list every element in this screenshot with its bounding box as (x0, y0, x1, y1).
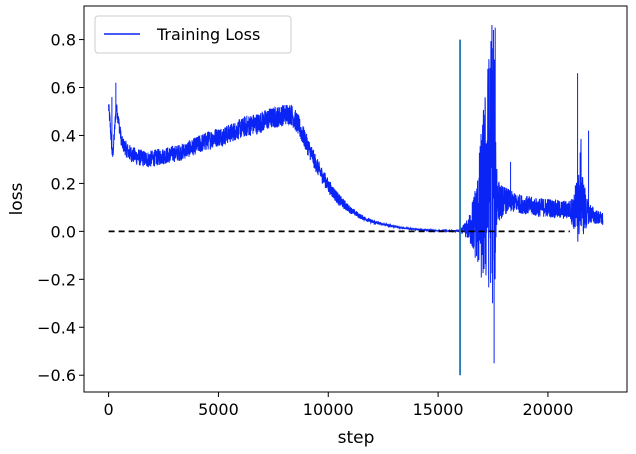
x-tick-label: 10000 (303, 400, 354, 419)
legend-label: Training Loss (156, 25, 260, 44)
y-tick-label: 0.0 (51, 222, 76, 241)
y-axis-title: loss (7, 182, 27, 215)
y-tick-label: 0.8 (51, 31, 76, 50)
x-tick-label: 0 (104, 400, 114, 419)
y-tick-label: 0.4 (51, 126, 76, 145)
x-axis-title: step (338, 428, 375, 448)
y-axis: −0.6 −0.4 −0.2 0.0 0.2 0.4 0.6 0.8 (37, 31, 84, 385)
legend-box (94, 15, 292, 54)
plot-frame (83, 5, 628, 393)
y-tick-label: −0.2 (37, 270, 76, 289)
y-tick-label: 0.2 (51, 174, 76, 193)
y-tick-label: −0.4 (37, 318, 76, 337)
legend: Training Loss (94, 15, 292, 54)
training-loss-line (108, 25, 604, 364)
x-tick-label: 5000 (198, 400, 239, 419)
y-tick-label: 0.6 (51, 79, 76, 98)
x-tick-label: 15000 (413, 400, 464, 419)
y-tick-label: −0.6 (37, 366, 76, 385)
x-tick-label: 20000 (522, 400, 573, 419)
plot-area (108, 25, 604, 376)
x-axis: 0 5000 10000 15000 20000 (104, 392, 573, 419)
